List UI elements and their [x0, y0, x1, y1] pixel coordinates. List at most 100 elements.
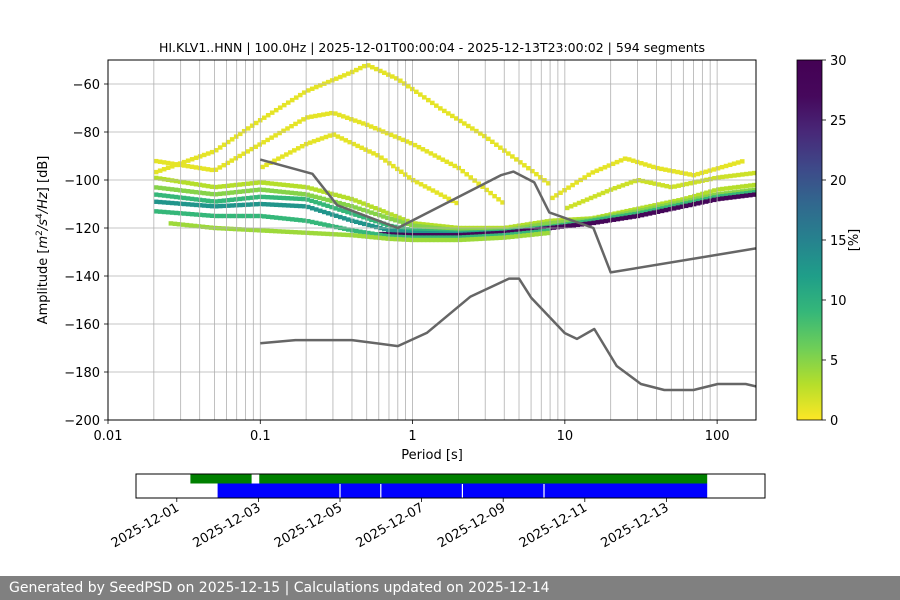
heatmap-cell — [353, 212, 358, 217]
heatmap-cell — [245, 188, 251, 194]
heatmap-cell — [651, 164, 656, 170]
heatmap-cell — [440, 157, 446, 162]
heatmap-cell — [365, 63, 371, 68]
heatmap-cell — [699, 170, 705, 176]
heatmap-cell — [656, 202, 661, 207]
heatmap-cell — [305, 197, 310, 202]
heatmap-cell — [360, 121, 366, 126]
heatmap-cell — [640, 205, 645, 210]
heatmap-cell — [735, 160, 741, 165]
heatmap-cell — [652, 181, 658, 186]
x-axis-ticks: 0.01 0.1 1 10 100 — [94, 420, 730, 444]
heatmap-cell — [301, 204, 307, 209]
heatmap-cell — [377, 235, 383, 241]
heatmap-cell — [289, 97, 295, 103]
heatmap-cell — [229, 190, 235, 195]
heatmap-cell — [736, 184, 741, 190]
heatmap-cell — [297, 217, 303, 223]
heatmap-cell — [542, 228, 547, 234]
heatmap-cell — [736, 189, 741, 195]
heatmap-cell — [237, 189, 243, 194]
heatmap-cell — [273, 188, 279, 194]
heatmap-cell — [233, 189, 239, 195]
heatmap-cell — [221, 213, 227, 219]
heatmap-cell — [237, 202, 243, 208]
heatmap-cell — [663, 167, 668, 172]
heatmap-cell — [369, 231, 375, 236]
heatmap-cell — [353, 219, 359, 225]
heatmap-cell — [201, 166, 207, 171]
heatmap-cell — [630, 158, 636, 163]
heatmap-cell — [575, 222, 581, 228]
heatmap-cell — [487, 231, 492, 236]
heatmap-cell — [253, 213, 259, 219]
heatmap-cell — [560, 219, 566, 225]
heatmap-cell — [530, 168, 535, 174]
heatmap-cell — [459, 232, 464, 238]
y-tick-label: −160 — [64, 318, 100, 333]
heatmap-cell — [728, 173, 733, 179]
heatmap-cell — [640, 178, 646, 184]
heatmap-cell — [546, 181, 551, 186]
heatmap-cell — [468, 175, 473, 180]
heatmap-cell — [668, 202, 673, 207]
heatmap-cell — [691, 201, 697, 207]
heatmap-cell — [464, 172, 470, 177]
heatmap-cell — [245, 149, 251, 154]
heatmap-cell — [357, 213, 362, 219]
heatmap-cell — [269, 181, 275, 186]
heatmap-cell — [396, 136, 402, 141]
heatmap-cell — [418, 235, 423, 240]
heatmap-cell — [421, 237, 427, 243]
heatmap-cell — [361, 221, 367, 227]
heatmap-cell — [534, 229, 539, 235]
heatmap-cell — [648, 208, 653, 214]
heatmap-cell — [438, 235, 443, 240]
heatmap-cell — [337, 74, 343, 80]
heatmap-cell — [185, 180, 191, 186]
heatmap-cell — [462, 235, 467, 240]
heatmap-cell — [157, 185, 163, 191]
heatmap-cell — [313, 199, 318, 205]
heatmap-cell — [696, 179, 701, 184]
heatmap-cell — [448, 161, 454, 167]
heatmap-cell — [680, 182, 685, 188]
heatmap-cell — [177, 195, 183, 200]
heatmap-cell — [740, 184, 745, 189]
heatmap-cell — [244, 227, 250, 232]
heatmap-cell — [193, 165, 199, 170]
heatmap-cell — [401, 237, 407, 242]
heatmap-cell — [333, 76, 339, 81]
heatmap-cell — [169, 200, 175, 206]
heatmap-cell — [448, 227, 454, 232]
heatmap-cell — [280, 154, 285, 159]
heatmap-cell — [463, 232, 468, 238]
heatmap-cell — [531, 227, 536, 232]
heatmap-cell — [333, 232, 338, 237]
heatmap-cell — [587, 221, 593, 226]
heatmap-cell — [225, 213, 231, 219]
timeline-tick-label: 2025-12-05 — [272, 500, 345, 551]
heatmap-cell — [628, 208, 633, 213]
heatmap-cell — [414, 235, 419, 240]
heatmap-cell — [273, 215, 279, 220]
heatmap-cell — [241, 181, 247, 187]
heatmap-cell — [217, 198, 223, 204]
heatmap-cell — [341, 232, 346, 237]
heatmap-cell — [305, 204, 311, 210]
heatmap-cell — [221, 142, 227, 147]
heatmap-cell — [381, 233, 387, 238]
heatmap-cell — [201, 183, 207, 188]
heatmap-cell — [272, 158, 277, 163]
heatmap-cell — [493, 235, 499, 241]
heatmap-cell — [580, 199, 586, 204]
heatmap-cell — [429, 237, 435, 243]
heatmap-cell — [307, 140, 313, 145]
colorbar-tick-label: 15 — [830, 234, 847, 249]
heatmap-cell — [660, 206, 665, 211]
heatmap-cell — [253, 144, 258, 150]
heatmap-cell — [486, 233, 491, 239]
heatmap-cell — [295, 146, 301, 151]
heatmap-cell — [740, 191, 745, 196]
heatmap-cell — [642, 162, 648, 167]
